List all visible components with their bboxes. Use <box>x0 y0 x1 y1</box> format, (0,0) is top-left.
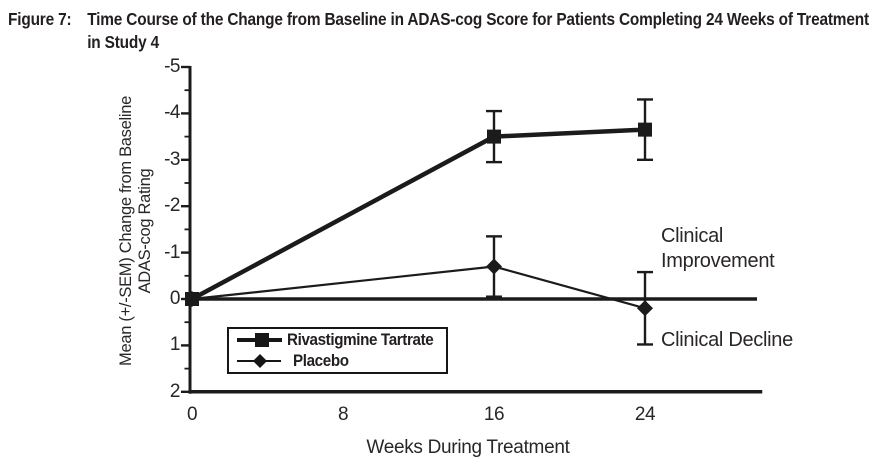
figure-title: Figure 7: Time Course of the Change from… <box>8 8 869 53</box>
y-tick-label: 0 <box>169 288 181 309</box>
figure-title-line1: Time Course of the Change from Baseline … <box>87 9 869 29</box>
annotation-clinical-improvement: Clinical Improvement <box>661 225 775 272</box>
y-axis-title-line1: Mean (+/-SEM) Change from Baseline <box>117 96 135 366</box>
legend-label-rivastigmine: Rivastigmine Tartrate <box>286 330 434 349</box>
diamond-marker-icon <box>237 354 281 368</box>
x-tick-label: 24 <box>634 404 656 425</box>
square-marker-icon <box>237 333 282 347</box>
figure-title-text: Time Course of the Change from Baseline … <box>87 8 869 53</box>
legend-row-rivastigmine: Rivastigmine Tartrate <box>236 330 446 350</box>
y-tick-label: -1 <box>164 241 180 263</box>
y-axis-title: Mean (+/-SEM) Change from Baseline ADAS-… <box>117 96 155 366</box>
legend-row-placebo: Placebo <box>236 351 446 371</box>
legend-label-placebo: Placebo <box>293 351 349 370</box>
y-tick-label: 2 <box>169 380 181 402</box>
figure-title-line2: in Study 4 <box>87 31 160 52</box>
legend-box: Rivastigmine Tartrate Placebo <box>227 327 448 374</box>
y-tick-label: 1 <box>169 334 181 356</box>
x-axis-title: Weeks During Treatment <box>366 437 570 458</box>
x-tick-label: 0 <box>186 404 198 425</box>
y-tick-label: -4 <box>164 102 180 124</box>
annotation-clinical-decline: Clinical Decline <box>661 329 793 351</box>
y-tick-label: -5 <box>164 56 180 77</box>
x-tick-label: 8 <box>337 404 349 425</box>
figure-number-label: Figure 7: <box>8 9 72 29</box>
x-tick-label: 16 <box>483 404 505 425</box>
y-axis-title-line2: ADAS-cog Rating <box>136 168 154 294</box>
y-tick-label: -3 <box>164 148 180 170</box>
y-tick-label: -2 <box>164 195 180 217</box>
